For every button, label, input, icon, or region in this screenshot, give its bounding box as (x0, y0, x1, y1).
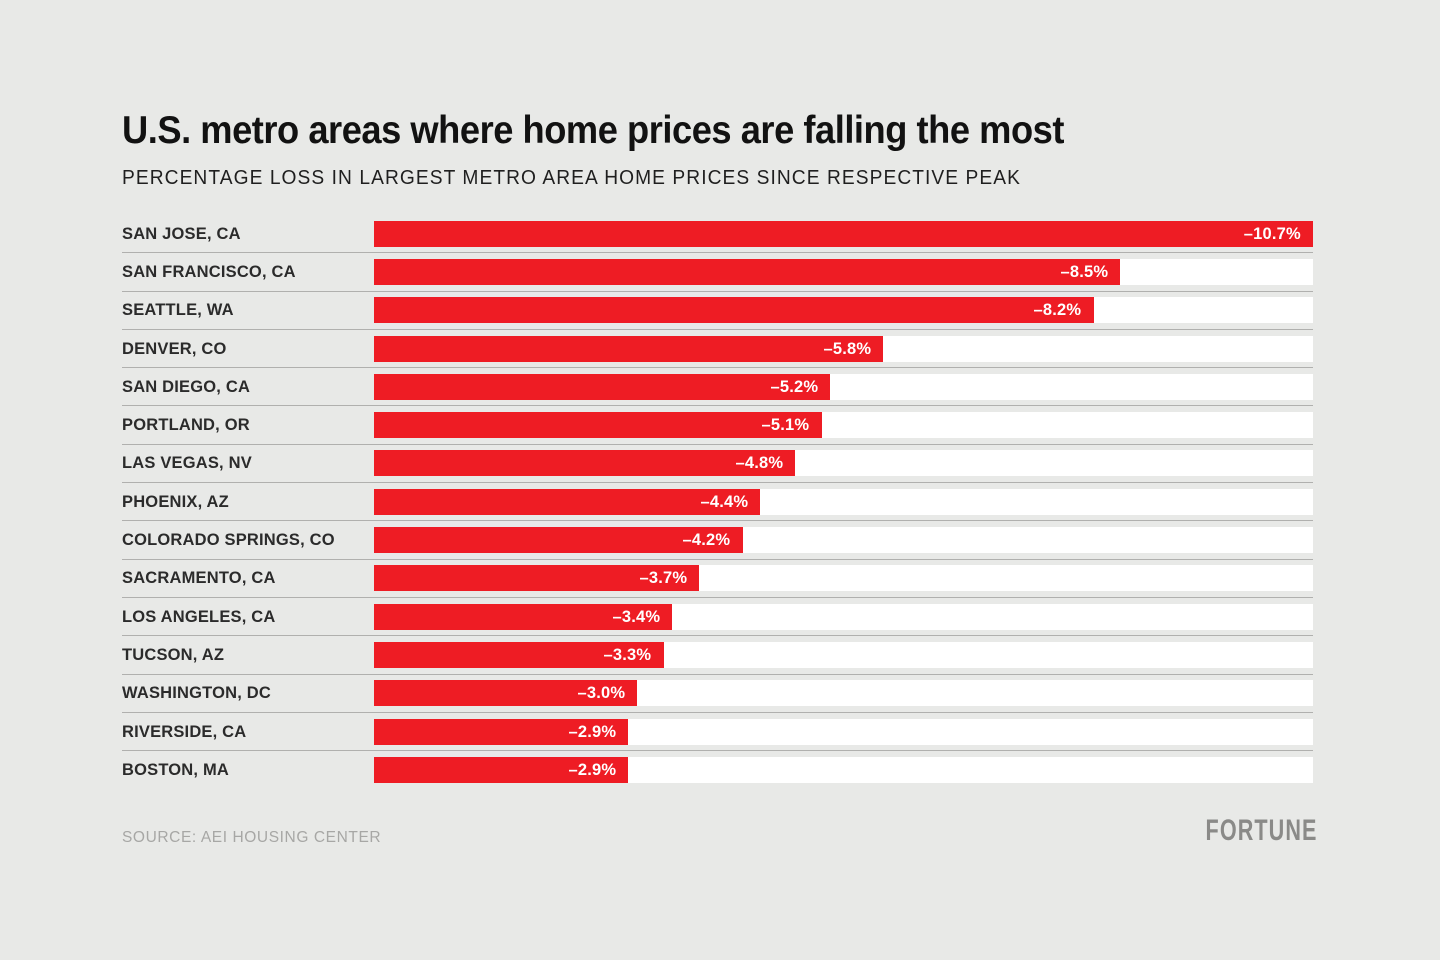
value-bar: –4.2% (374, 527, 743, 554)
bar-track: –8.2% (374, 297, 1313, 324)
bar-track: –3.4% (374, 603, 1313, 630)
bar-value-label: –5.8% (823, 338, 872, 358)
bar-value-label: –8.5% (1060, 261, 1108, 281)
metro-label: TUCSON, AZ (122, 644, 225, 664)
bar-track: –4.4% (374, 488, 1313, 515)
table-row: BOSTON, MA –2.9% (122, 751, 1313, 789)
value-bar: –5.2% (374, 373, 831, 400)
bar-track: –4.8% (374, 450, 1313, 477)
metro-label: SAN DIEGO, CA (122, 376, 251, 396)
value-bar: –8.2% (374, 297, 1094, 324)
bar-value-label: –3.7% (638, 568, 687, 588)
table-row: RIVERSIDE, CA –2.9% (122, 713, 1313, 752)
metro-label: LAS VEGAS, NV (122, 453, 252, 473)
value-bar: –10.7% (374, 220, 1313, 247)
value-bar: –4.4% (374, 488, 761, 515)
bar-track: –5.8% (374, 335, 1313, 362)
bar-track: –2.9% (374, 757, 1313, 784)
value-bar: –8.5% (374, 258, 1120, 285)
metro-label: PHOENIX, AZ (122, 491, 229, 511)
metro-label: SAN FRANCISCO, CA (122, 261, 296, 281)
value-bar: –3.7% (374, 565, 699, 592)
value-bar: –5.8% (374, 335, 884, 362)
metro-label: WASHINGTON, DC (122, 683, 272, 703)
value-bar: –5.1% (374, 412, 822, 439)
table-row: LAS VEGAS, NV –4.8% (122, 445, 1313, 484)
metro-label: SACRAMENTO, CA (122, 568, 276, 588)
bar-track: –4.2% (374, 527, 1313, 554)
bar-value-label: –5.2% (770, 376, 819, 396)
chart-title: U.S. metro areas where home prices are f… (122, 109, 1064, 152)
value-bar: –3.4% (374, 603, 673, 630)
metro-label: LOS ANGELES, CA (122, 606, 276, 626)
bar-value-label: –4.4% (700, 491, 749, 511)
bar-track: –3.0% (374, 680, 1313, 707)
bar-track: –3.3% (374, 641, 1313, 668)
metro-label: BOSTON, MA (122, 760, 230, 780)
table-row: SEATTLE, WA –8.2% (122, 292, 1313, 330)
bar-track: –5.1% (374, 412, 1313, 439)
value-bar: –2.9% (374, 757, 629, 784)
metro-label: SAN JOSE, CA (122, 223, 241, 243)
bar-value-label: –3.0% (577, 683, 626, 703)
bar-value-label: –5.1% (761, 415, 810, 435)
table-row: SACRAMENTO, CA –3.7% (122, 560, 1313, 598)
metro-label: PORTLAND, OR (122, 415, 250, 435)
bar-value-label: –2.9% (568, 760, 617, 780)
table-row: PORTLAND, OR –5.1% (122, 406, 1313, 445)
bar-value-label: –4.8% (735, 453, 784, 473)
bar-value-label: –3.3% (603, 644, 652, 664)
chart-subtitle: PERCENTAGE LOSS IN LARGEST METRO AREA HO… (122, 167, 1022, 189)
metro-label: SEATTLE, WA (122, 300, 234, 320)
table-row: SAN FRANCISCO, CA –8.5% (122, 253, 1313, 292)
metro-label: DENVER, CO (122, 338, 227, 358)
bar-track: –10.7% (374, 220, 1313, 247)
bar-value-label: –10.7% (1243, 223, 1301, 243)
value-bar: –2.9% (374, 718, 629, 745)
value-bar: –3.0% (374, 680, 638, 707)
bar-value-label: –4.2% (682, 530, 731, 550)
table-row: DENVER, CO –5.8% (122, 330, 1313, 369)
source-note: SOURCE: AEI HOUSING CENTER (122, 829, 382, 846)
value-bar: –4.8% (374, 450, 796, 477)
bar-track: –3.7% (374, 565, 1313, 592)
bar-value-label: –2.9% (568, 721, 617, 741)
table-row: TUCSON, AZ –3.3% (122, 636, 1313, 675)
bar-track: –8.5% (374, 258, 1313, 285)
table-row: LOS ANGELES, CA –3.4% (122, 598, 1313, 637)
metro-label: COLORADO SPRINGS, CO (122, 530, 335, 550)
table-row: SAN JOSE, CA –10.7% (122, 215, 1313, 254)
fortune-logo: FORTUNE (1205, 814, 1317, 847)
table-row: WASHINGTON, DC –3.0% (122, 675, 1313, 713)
bar-track: –2.9% (374, 718, 1313, 745)
value-bar: –3.3% (374, 641, 664, 668)
table-row: SAN DIEGO, CA –5.2% (122, 368, 1313, 407)
bar-track: –5.2% (374, 373, 1313, 400)
bar-chart: SAN JOSE, CA –10.7% SAN FRANCISCO, CA –8.5%… (122, 215, 1313, 789)
bar-value-label: –8.2% (1033, 300, 1082, 320)
table-row: COLORADO SPRINGS, CO –4.2% (122, 521, 1313, 560)
metro-label: RIVERSIDE, CA (122, 721, 247, 741)
bar-value-label: –3.4% (612, 606, 661, 626)
table-row: PHOENIX, AZ –4.4% (122, 483, 1313, 522)
